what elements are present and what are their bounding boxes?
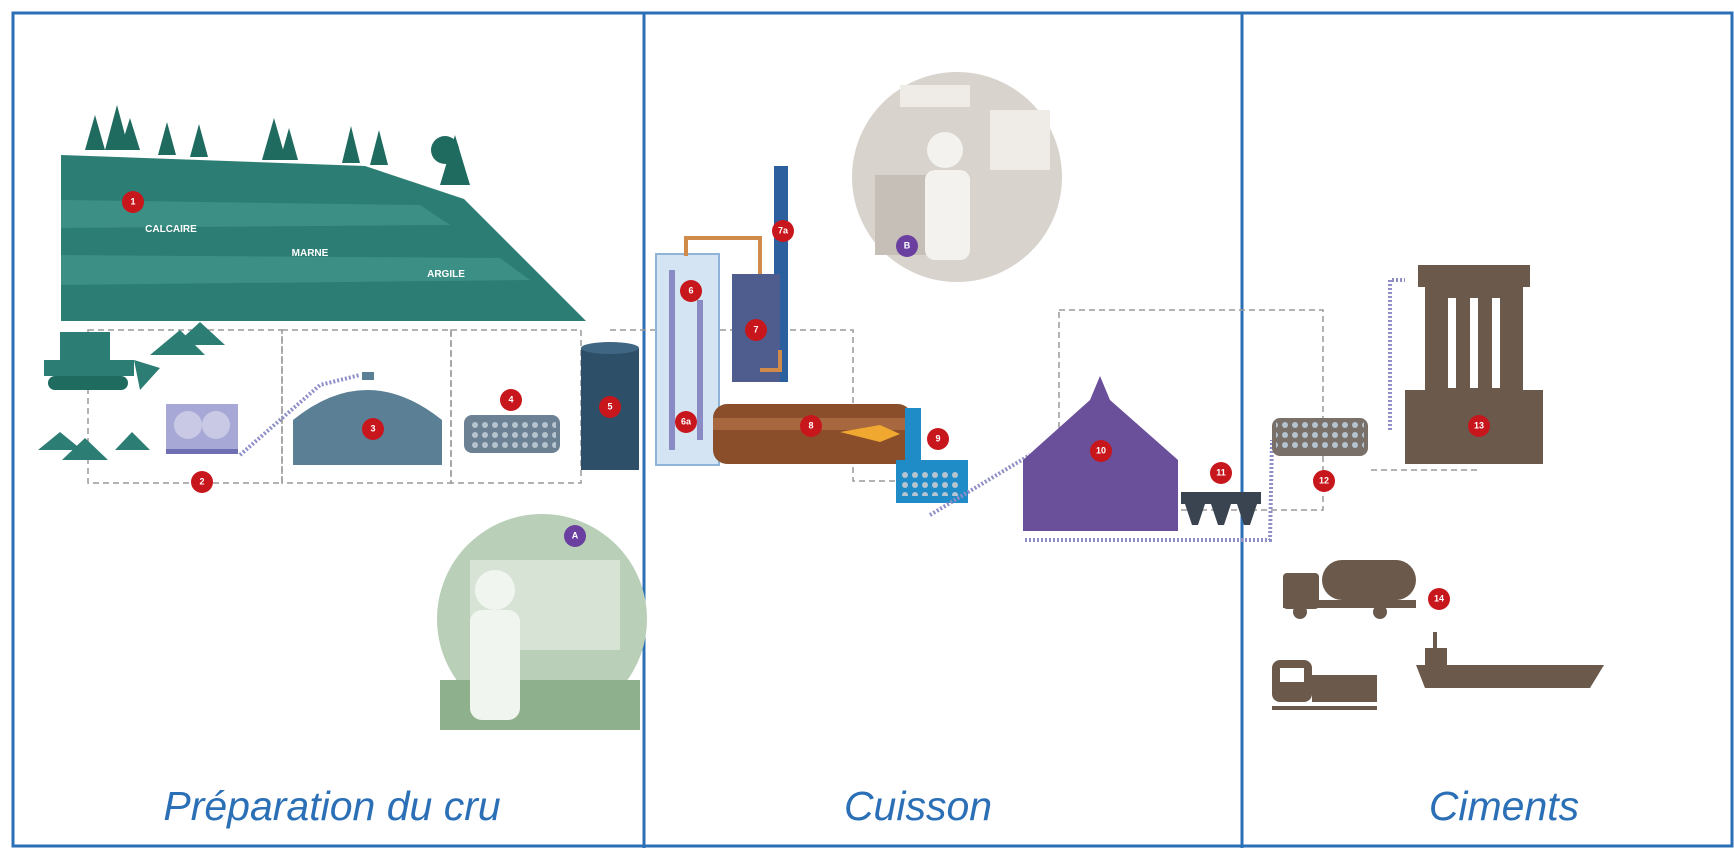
bulldozer	[44, 332, 160, 390]
crusher	[166, 404, 238, 454]
cement-mill	[1272, 418, 1368, 456]
train	[1272, 660, 1377, 710]
control-room-a	[437, 514, 647, 730]
truck	[1283, 560, 1416, 619]
marker-label: 7a	[778, 225, 789, 235]
marker-label: 12	[1319, 475, 1329, 485]
strata-label: CALCAIRE	[145, 224, 197, 235]
marker-label: 14	[1434, 593, 1444, 603]
storage-dome	[293, 372, 442, 465]
silo-gaps	[1448, 298, 1500, 388]
control-room-b	[852, 72, 1062, 282]
ship	[1416, 632, 1604, 688]
marker-label: 4	[508, 394, 513, 404]
section-title: Cuisson	[844, 783, 992, 829]
marker-label: 8	[808, 420, 813, 430]
strata-label: MARNE	[292, 248, 329, 259]
section-title: Ciments	[1429, 783, 1579, 829]
marker-label: 10	[1096, 445, 1106, 455]
section-title: Préparation du cru	[163, 783, 500, 829]
marker-label: 9	[935, 433, 940, 443]
marker-label: B	[904, 240, 911, 250]
marker-label: A	[572, 530, 579, 540]
marker-label: 2	[199, 476, 204, 486]
marker-label: 13	[1474, 420, 1484, 430]
diagram: CALCAIRE MARNE ARGILE	[0, 0, 1734, 848]
marker-label: 11	[1216, 467, 1226, 477]
raw-mill	[464, 415, 560, 453]
marker-label: 7	[753, 324, 758, 334]
conveyor	[1390, 280, 1405, 430]
strata-label: ARGILE	[427, 269, 465, 280]
marker-label: 3	[370, 423, 375, 433]
marker-label: 5	[607, 401, 612, 411]
quarry	[61, 105, 586, 321]
hoppers	[1181, 492, 1261, 525]
marker-label: 6	[688, 285, 693, 295]
marker-label: 1	[130, 196, 135, 206]
marker-label: 6a	[681, 416, 692, 426]
